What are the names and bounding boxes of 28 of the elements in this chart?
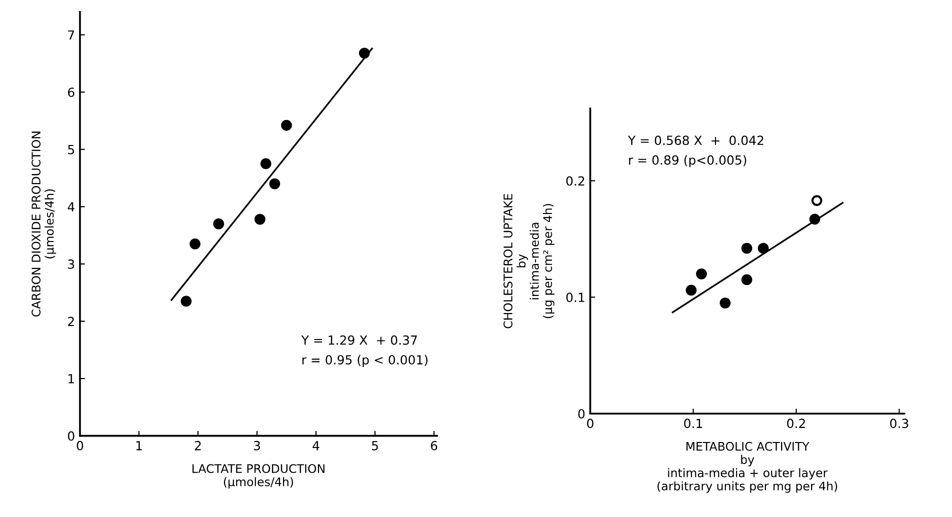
x-tick-label: 4 bbox=[312, 441, 320, 450]
y-tick-label: 0 bbox=[578, 409, 585, 419]
y-tick-label: 7 bbox=[68, 30, 74, 40]
x-tick-label: 0 bbox=[587, 418, 594, 428]
x-tick-label: 2 bbox=[194, 440, 201, 450]
annotation: Y = 0.568 X + 0.042 r = 0.89 (p<0.005) bbox=[628, 136, 764, 168]
y-tick-label: 0.1 bbox=[566, 292, 584, 302]
y-tick-label: 0 bbox=[68, 431, 74, 441]
x-tick-label: 0.1 bbox=[684, 418, 702, 428]
y-tick-label: 6 bbox=[68, 88, 74, 98]
x-tick-label: 5 bbox=[372, 441, 378, 450]
x-tick-label: 0.3 bbox=[890, 418, 908, 428]
y-axis-title: CARBON DIOXIDE PRODUCTION (µmoles/4h) bbox=[32, 132, 56, 317]
y-axis-title: CHOLESTEROL UPTAKE by intima-media (µg per cm² per 4h) bbox=[504, 194, 554, 328]
x-tick-label: 1 bbox=[136, 441, 142, 450]
y-tick-label: 4 bbox=[68, 202, 74, 212]
y-tick-label: 5 bbox=[68, 145, 74, 154]
x-tick-label: 0 bbox=[76, 440, 84, 450]
y-tick-label: 3 bbox=[68, 259, 74, 269]
y-tick-label: 0.2 bbox=[566, 176, 584, 186]
y-tick-label: 2 bbox=[68, 316, 74, 326]
x-tick-label: 3 bbox=[254, 440, 260, 450]
y-tick-label: 1 bbox=[68, 374, 74, 384]
x-axis-title: LACTATE PRODUCTION (µmoles/4h) bbox=[192, 464, 324, 489]
x-axis-title: METABOLIC ACTIVITY by intima-media + outer layer (arbitrary units per mg per 4h) bbox=[658, 442, 838, 493]
x-tick-label: 0.2 bbox=[787, 418, 805, 428]
annotation: Y = 1.29 X + 0.37 r = 0.95 (p < 0.001) bbox=[301, 335, 428, 367]
x-tick-label: 6 bbox=[430, 440, 438, 450]
